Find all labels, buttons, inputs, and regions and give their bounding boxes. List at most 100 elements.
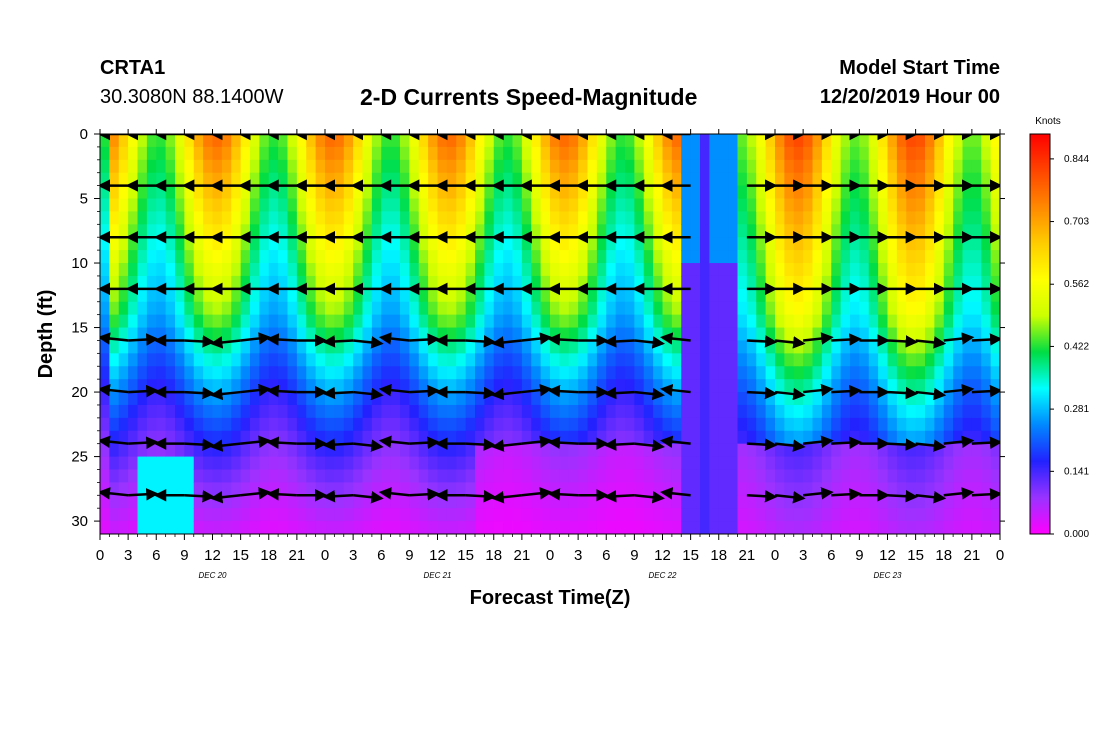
heatmap-cell — [465, 314, 476, 329]
heatmap-cell — [446, 263, 457, 277]
heatmap-cell — [437, 275, 448, 290]
heatmap-cell — [962, 134, 973, 148]
heatmap-cell — [709, 404, 720, 419]
heatmap-cell — [681, 211, 692, 225]
heatmap-cell — [615, 159, 626, 174]
heatmap-cell — [700, 275, 710, 290]
heatmap-cell — [456, 392, 467, 406]
heatmap-cell — [315, 469, 326, 483]
heatmap-cell — [371, 301, 382, 316]
heatmap-cell — [371, 327, 382, 342]
heatmap-cell — [971, 495, 982, 509]
heatmap-cell — [793, 366, 804, 380]
heatmap-cell — [765, 250, 776, 264]
heatmap-cell — [118, 443, 129, 458]
heatmap-cell — [821, 340, 832, 354]
heatmap-cell — [803, 250, 814, 264]
heatmap-cell — [475, 250, 485, 264]
heatmap-cell — [184, 340, 195, 354]
heatmap-cell — [821, 469, 832, 483]
heatmap-cell — [456, 404, 467, 419]
heatmap-cell — [418, 146, 429, 161]
heatmap-cell — [971, 211, 982, 225]
heatmap-cell — [203, 417, 214, 432]
heatmap-cell — [287, 250, 298, 264]
heatmap-cell — [953, 185, 964, 200]
heatmap-cell — [325, 301, 335, 316]
heatmap-cell — [550, 443, 560, 458]
heatmap-cell — [390, 469, 401, 483]
heatmap-cell — [221, 392, 232, 406]
heatmap-cell — [559, 134, 570, 148]
heatmap-cell — [943, 379, 954, 393]
heatmap-cell — [971, 146, 982, 161]
heatmap-cell — [559, 185, 570, 200]
heatmap-cell — [709, 172, 720, 187]
heatmap-cell — [287, 237, 298, 251]
heatmap-cell — [756, 443, 767, 458]
heatmap-cell — [475, 430, 485, 445]
heatmap-cell — [784, 417, 795, 432]
heatmap-cell — [437, 430, 448, 445]
heatmap-cell — [934, 134, 945, 148]
y-tick-label: 15 — [71, 320, 88, 337]
heatmap-cell — [634, 172, 645, 187]
heatmap-cell — [531, 340, 542, 354]
heatmap-cell — [606, 508, 617, 522]
heatmap-cell — [109, 159, 120, 174]
heatmap-cell — [250, 430, 260, 445]
heatmap-cell — [681, 353, 692, 367]
heatmap-cell — [746, 366, 757, 380]
heatmap-cell — [596, 172, 607, 187]
heatmap-cell — [550, 456, 560, 471]
heatmap-cell — [925, 482, 935, 496]
heatmap-cell — [784, 508, 795, 522]
heatmap-cell — [296, 404, 307, 419]
heatmap-cell — [765, 456, 776, 471]
heatmap-cell — [681, 301, 692, 316]
heatmap-cell — [625, 327, 635, 342]
heatmap-cell — [343, 211, 354, 225]
heatmap-cell — [662, 237, 673, 251]
heatmap-cell — [934, 379, 945, 393]
heatmap-cell — [428, 469, 439, 483]
heatmap-cell — [325, 198, 335, 213]
heatmap-cell — [521, 495, 532, 509]
heatmap-cell — [896, 417, 907, 432]
heatmap-cell — [878, 404, 889, 419]
heatmap-cell — [596, 456, 607, 471]
heatmap-cell — [568, 301, 579, 316]
heatmap-cell — [493, 508, 504, 522]
x-tick-label: 6 — [377, 547, 385, 564]
heatmap-cell — [400, 288, 410, 303]
heatmap-cell — [887, 392, 898, 406]
heatmap-cell — [521, 417, 532, 432]
heatmap-cell — [456, 237, 467, 251]
heatmap-cell — [934, 327, 945, 342]
heatmap-cell — [971, 521, 982, 534]
heatmap-cell — [578, 172, 589, 187]
heatmap-cell — [287, 430, 298, 445]
heatmap-cell — [953, 469, 964, 483]
heatmap-cell — [165, 482, 176, 496]
heatmap-cell — [784, 456, 795, 471]
heatmap-cell — [625, 417, 635, 432]
heatmap-cell — [878, 185, 889, 200]
heatmap-cell — [137, 288, 148, 303]
heatmap-cell — [325, 211, 335, 225]
heatmap-cell — [887, 353, 898, 367]
heatmap-cell — [606, 211, 617, 225]
heatmap-cell — [118, 521, 129, 534]
heatmap-cell — [868, 456, 879, 471]
heatmap-cell — [587, 250, 598, 264]
heatmap-cell — [409, 430, 420, 445]
heatmap-cell — [990, 392, 1000, 406]
heatmap-cell — [175, 340, 185, 354]
heatmap-cell — [906, 250, 917, 264]
heatmap-cell — [165, 495, 176, 509]
heatmap-cell — [896, 404, 907, 419]
heatmap-cell — [662, 198, 673, 213]
heatmap-cell — [100, 521, 110, 534]
x-tick-label: 15 — [232, 547, 249, 564]
heatmap-cell — [709, 443, 720, 458]
